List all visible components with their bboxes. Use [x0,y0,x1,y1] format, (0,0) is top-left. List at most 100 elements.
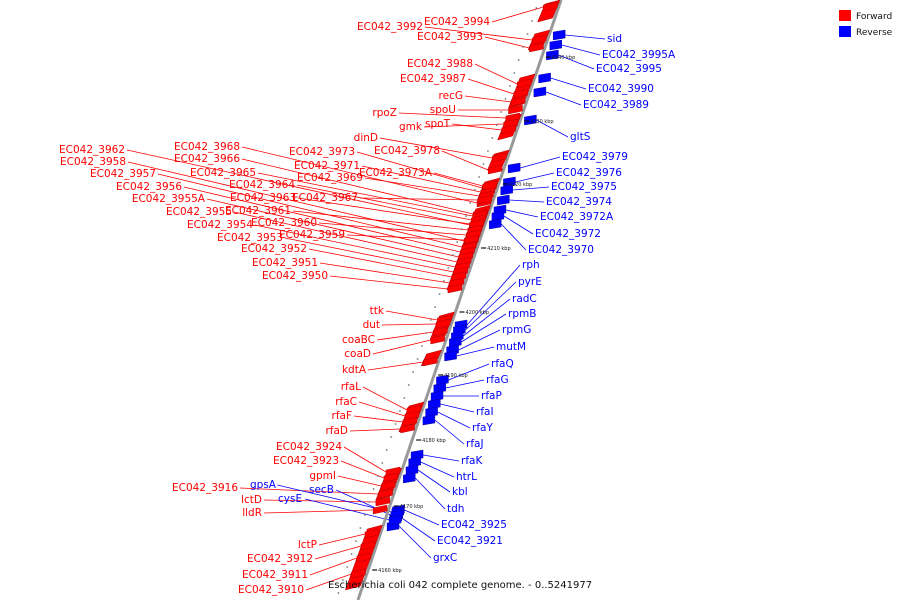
forward-gene-label-spou: spoU [430,104,456,116]
reverse-gene-label-tdh: tdh [447,503,464,515]
backbone-dot [482,163,485,165]
reverse-gene-label-rfay: rfaY [472,422,493,434]
legend: Forward Reverse [839,10,893,38]
forward-leader-rfal [362,386,408,411]
backbone-dot [425,332,428,334]
forward-leader-ec042-3965 [257,172,473,217]
reverse-gene-rfag [433,382,446,394]
forward-leader-ec042-3994 [491,6,544,23]
forward-gene-label-ec042-3993: EC042_3993 [417,31,483,43]
backbone-dot [421,345,423,347]
backbone-dot [438,293,441,295]
backbone-dot [456,241,459,243]
forward-leader-ec042-3910 [305,573,352,591]
forward-gene-label-dut: dut [363,319,380,331]
forward-leader-ec042-3987 [467,78,514,95]
forward-leader-ec042-3964 [296,184,472,221]
backbone-dot [341,579,344,581]
forward-leader-ec042-3963 [297,197,470,225]
reverse-gene-ec042-3995a [549,39,562,51]
reverse-leader-ec042-3972a [505,209,539,218]
forward-gene-label-ec042-3952: EC042_3952 [241,243,307,255]
scale-tick-label: 4210 kbp [487,246,511,252]
reverse-leader-tdh [414,477,446,510]
reverse-gene-cyse [388,514,402,526]
scale-tick-label: 4170 kbp [400,504,424,510]
reverse-leader-rfag [445,379,485,389]
reverse-gene-ec042-3970 [489,218,502,230]
reverse-gene-label-ec042-3989: EC042_3989 [583,99,649,111]
reverse-gene-label-ec042-3972a: EC042_3972A [540,211,614,223]
reverse-leader-ec042-3970 [500,223,527,251]
reverse-gene-label-glts: gltS [570,131,591,143]
forward-gene-ec042-3911 [356,552,372,563]
forward-gene-label-ec042-3973a: EC042_3973A [359,167,433,179]
reverse-leader-ec042-3995a [561,44,601,56]
forward-gene-ec042-3912 [360,540,376,551]
backbone-dots [337,7,538,594]
forward-leader-ec042-3952 [308,248,453,278]
backbone-dot [412,371,415,373]
reverse-leader-rfaj [434,419,465,445]
forward-leader-ec042-3968 [241,146,478,204]
backbone-dot [394,423,397,425]
reverse-leader-ec042-3979 [520,156,561,169]
reverse-leader-ec042-3995 [558,54,595,70]
forward-gene-label-recg: recG [439,90,463,102]
reverse-leader-sid [565,34,606,40]
backbone-dot [460,228,463,230]
forward-gene-dind [492,152,507,163]
forward-leader-ec042-3973a [433,172,483,187]
forward-gene-label-ec042-3978: EC042_3978 [374,145,440,157]
forward-gene-coabc [433,326,448,337]
reverse-gene-rfai [428,398,441,410]
forward-gene-label-ec042-3971: EC042_3971 [294,160,360,172]
forward-gene-label-ec042-3967: EC042_3967 [292,192,358,204]
forward-gene-gpmi [381,480,396,491]
backbone-dot [363,514,366,516]
backbone-dot [359,527,362,529]
reverse-leader-ec042-3990 [550,77,587,90]
forward-gene-label-spot: spoT [425,118,451,130]
forward-gene-label-ec042-3923: EC042_3923 [273,455,339,467]
forward-gene-label-ec042-3992: EC042_3992 [357,21,423,33]
reverse-gene-sid [552,29,566,41]
reverse-leader-ec042-3976 [515,172,555,183]
reverse-gene-label-sid: sid [607,33,622,45]
forward-leader-coad [372,339,431,355]
forward-gene-ec042-3959 [464,234,479,245]
forward-gene-label-ec042-3973: EC042_3973 [289,146,355,158]
forward-leader-ec042-3993 [484,36,530,49]
forward-leader-dind [379,137,493,159]
forward-leader-ec042-3978 [441,150,489,171]
forward-gene-ec042-3923 [383,472,399,483]
backbone-dot [416,358,419,360]
genome-backbone [356,0,563,600]
forward-leader-ec042-3960 [318,222,467,236]
reverse-leader-grxc [398,525,432,559]
forward-gene-label-rpoz: rpoZ [372,107,397,119]
reverse-leader-rfaq [448,363,490,381]
forward-leader-ec042-3958 [127,161,465,242]
forward-gene-label-ec042-3955: EC042_3955 [166,206,232,218]
forward-gene-label-lldr: lldR [242,507,262,519]
reverse-gene-rfaj [422,414,436,426]
reverse-leader-ec042-3975 [512,186,550,191]
forward-gene-ec042-3950 [447,283,463,294]
forward-leader-ec042-3923 [340,460,385,479]
reverse-gene-label-ec042-3976: EC042_3976 [556,167,622,179]
forward-gene-label-ec042-3988: EC042_3988 [407,58,473,70]
backbone-dot [517,59,520,61]
scale-tick-label: 4220 kbp [509,182,533,188]
genome-caption: Escherichia coli 042 complete genome. - … [328,580,592,591]
reverse-leader-kbl [417,469,451,493]
forward-leader-ec042-3955a [206,198,459,258]
reverse-gene-label-rfag: rfaG [486,374,509,386]
forward-gene-ec042-3978 [487,164,503,175]
forward-gene-label-ec042-3961: EC042_3961 [225,205,291,217]
backbone-dot [346,566,349,568]
backbone-dot [465,215,467,217]
reverse-gene-label-rfak: rfaK [461,455,483,467]
